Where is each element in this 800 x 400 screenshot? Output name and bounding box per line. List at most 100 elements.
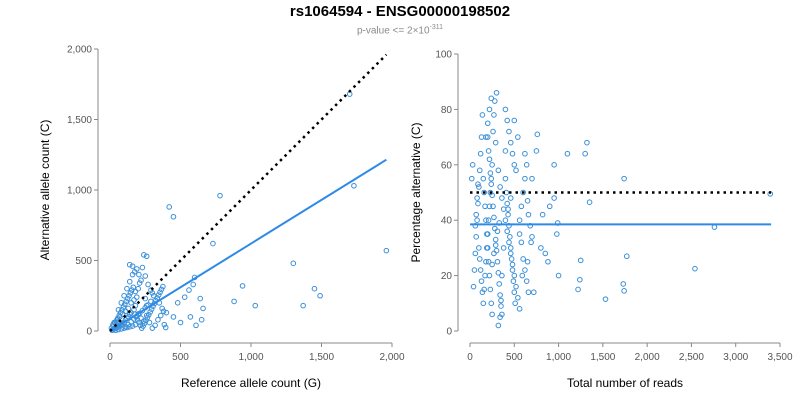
data-point	[475, 200, 481, 207]
data-point	[504, 200, 511, 207]
data-point	[147, 309, 153, 315]
data-point	[480, 300, 487, 307]
data-point	[158, 286, 165, 293]
data-point	[490, 128, 496, 135]
data-point	[131, 268, 138, 275]
data-point	[555, 272, 562, 279]
data-point	[141, 252, 147, 258]
y-tick-label: 1,500	[67, 115, 92, 126]
data-point	[231, 298, 237, 305]
data-point	[155, 292, 162, 298]
data-point	[525, 211, 532, 218]
data-point	[522, 150, 528, 157]
data-point	[477, 267, 484, 273]
data-point	[577, 257, 584, 264]
subtitle-exponent: -311	[429, 24, 444, 31]
data-point	[509, 267, 516, 273]
data-point	[518, 203, 525, 210]
x-tick-label: 0	[467, 352, 473, 363]
data-point	[197, 295, 204, 302]
data-point	[502, 175, 509, 182]
data-point	[621, 175, 627, 182]
data-point	[507, 139, 514, 146]
data-point	[582, 150, 588, 157]
data-point	[511, 289, 518, 296]
data-point	[193, 322, 199, 329]
y-tick-label: 40	[441, 216, 453, 227]
data-point	[518, 239, 525, 246]
data-point	[136, 271, 142, 278]
data-point	[492, 98, 498, 104]
data-point	[119, 311, 126, 317]
data-point	[161, 321, 168, 328]
x-tick-label: 3,000	[723, 352, 748, 363]
data-point	[472, 250, 479, 257]
y-axis-title: Percentage alternative (C)	[409, 122, 423, 262]
x-axis-title: Reference allele count (G)	[181, 376, 321, 390]
data-point	[468, 175, 475, 182]
data-point	[124, 324, 130, 331]
data-point	[125, 305, 132, 312]
data-point	[217, 192, 223, 199]
data-point	[529, 175, 535, 182]
data-point	[479, 112, 486, 118]
data-point	[692, 265, 698, 272]
data-point	[239, 283, 246, 289]
data-point	[135, 285, 141, 292]
data-point	[493, 89, 500, 96]
data-point	[127, 290, 134, 296]
data-point	[473, 211, 480, 218]
data-point	[575, 286, 581, 293]
data-point	[159, 305, 165, 312]
data-point	[115, 307, 122, 313]
data-point	[124, 285, 130, 292]
data-point	[181, 294, 188, 300]
data-point	[492, 236, 499, 243]
data-point	[489, 261, 495, 268]
data-point	[317, 292, 323, 299]
data-point	[530, 289, 537, 296]
data-point	[515, 294, 521, 301]
data-point	[533, 148, 540, 154]
data-point	[474, 195, 480, 201]
data-point	[482, 272, 488, 279]
data-point	[497, 184, 503, 190]
data-point	[290, 260, 297, 267]
x-tick-label: 3,500	[767, 352, 792, 363]
data-point	[502, 217, 509, 223]
data-point	[482, 203, 488, 210]
data-point	[508, 256, 515, 262]
data-point	[160, 308, 167, 315]
data-point	[507, 250, 514, 257]
data-point	[498, 297, 504, 304]
data-point	[148, 287, 154, 293]
data-point	[602, 296, 609, 302]
data-point	[130, 284, 137, 291]
data-point	[149, 325, 156, 331]
data-point	[131, 297, 137, 303]
data-point	[492, 242, 499, 248]
data-point	[474, 217, 480, 223]
data-point	[488, 300, 495, 307]
data-point	[489, 311, 495, 318]
data-point	[586, 199, 593, 205]
data-point	[511, 117, 518, 124]
regression-line	[109, 158, 387, 332]
data-point	[160, 283, 166, 290]
data-point	[174, 300, 181, 306]
plot-1: 0 500 1,000 1,500 2,000 0 500 1,000 1,500 2,000 Re…	[38, 45, 405, 391]
data-point	[489, 162, 495, 168]
data-point	[210, 240, 216, 247]
data-point	[351, 182, 357, 189]
data-point	[154, 295, 161, 301]
data-point	[123, 298, 130, 305]
data-point	[477, 150, 484, 157]
data-point	[470, 283, 477, 290]
data-point	[487, 286, 494, 293]
data-point	[143, 253, 150, 260]
data-point	[496, 281, 503, 287]
data-point	[476, 245, 482, 251]
data-point	[478, 278, 485, 284]
data-point	[485, 258, 492, 265]
x-tick-label: 1,500	[590, 352, 615, 363]
